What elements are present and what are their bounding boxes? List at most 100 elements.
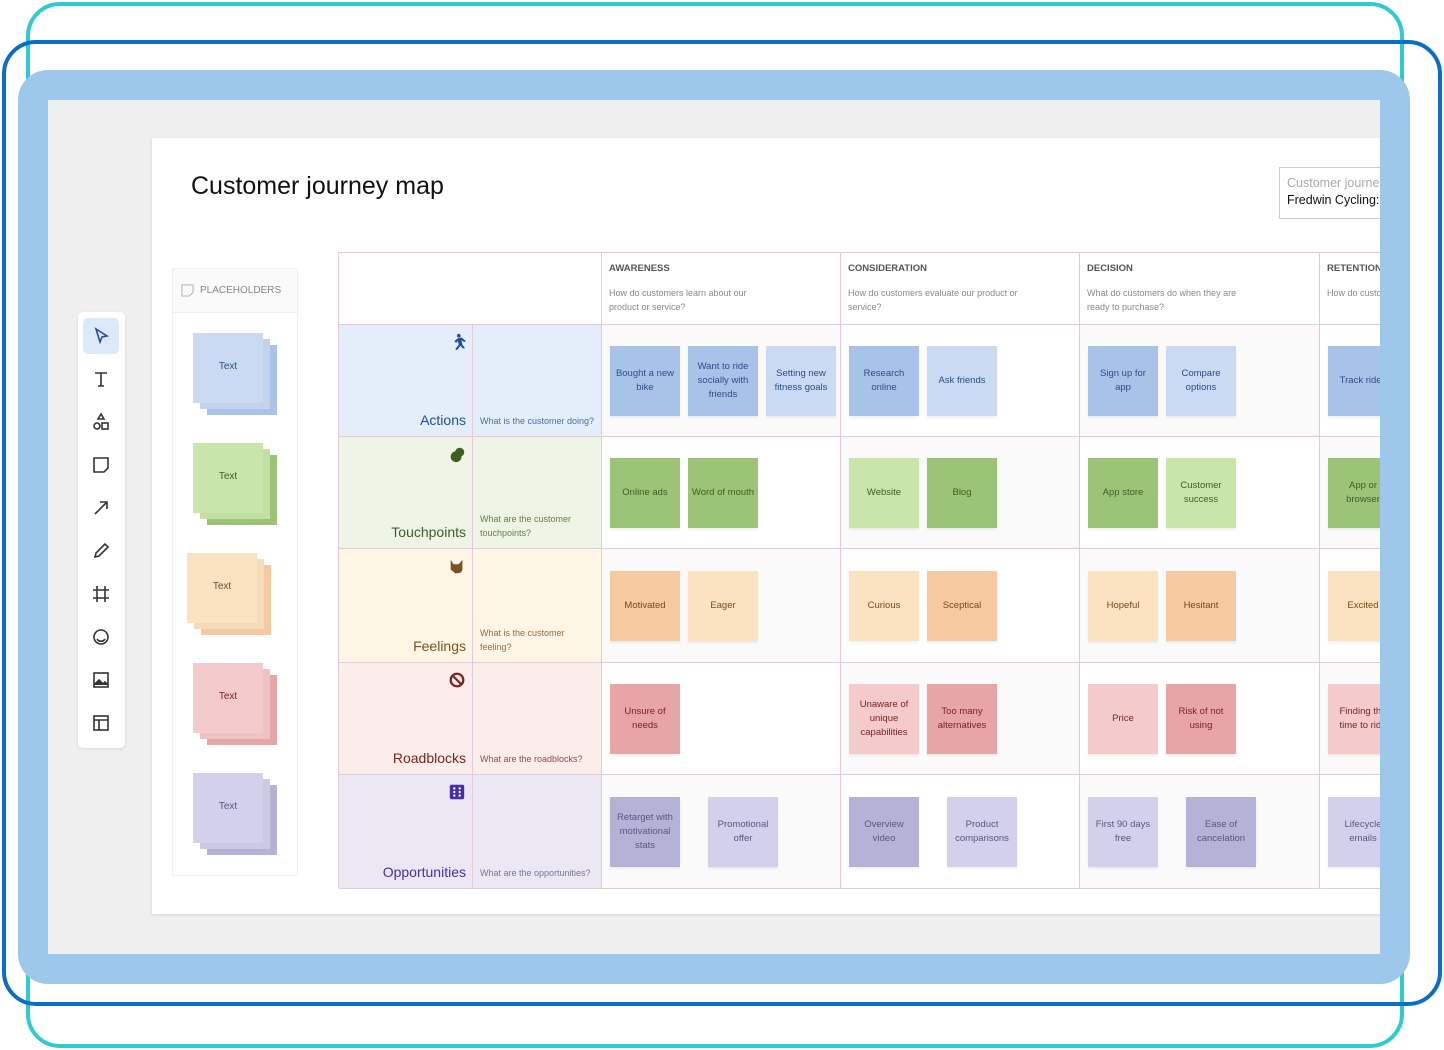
sticky-note[interactable]: App or browser [1328,457,1380,528]
placeholder-sticky[interactable]: Text [193,663,277,753]
text-icon [95,372,107,387]
sticky-note[interactable]: Research online [849,345,919,416]
row-label: Feelings [413,638,466,654]
placeholder-text: Text [218,361,238,372]
sticky-note[interactable]: Price [1088,683,1158,754]
journey-map-board[interactable]: Customer journey map Customer journe Fre… [152,138,1380,914]
row-question-cell: What are the customer touchpoints? [473,437,602,549]
row-label: Touchpoints [391,524,466,540]
placeholder-text: Text [218,471,238,482]
sticker-icon [93,629,109,645]
shapes-tool[interactable] [83,404,119,440]
stage-cell: App or browser [1320,437,1380,549]
sticky-note[interactable]: Customer success [1166,457,1236,528]
sticky-note[interactable]: Compare options [1166,345,1236,416]
placeholder-sticky[interactable]: Text [187,553,271,643]
sticky-note[interactable]: Sceptical [927,570,997,641]
stage-title: RETENTION [1327,263,1380,274]
sticky-note[interactable]: Unsure of needs [610,683,680,754]
sticky-note[interactable]: Motivated [610,570,680,641]
sticky-note[interactable]: Finding the time to ride [1328,683,1380,754]
row-question-cell: What are the opportunities? [473,775,602,889]
template-icon [93,715,109,731]
sticky-note[interactable]: Hopeful [1088,570,1158,641]
stage-title: AWARENESS [609,263,670,274]
stage-cell: Overview video Product comparisons [841,775,1080,889]
stage-cell: Finding the time to ride [1320,663,1380,775]
sticky-note[interactable]: Product comparisons [947,796,1017,867]
stage-title: DECISION [1087,263,1133,274]
info-line-1: Customer journe [1287,176,1380,190]
stage-cell: Unaware of unique capabilities Too many a… [841,663,1080,775]
stage-cell: Unsure of needs [602,663,841,775]
row-question: What is the customer doing? [480,416,595,426]
placeholder-sticky[interactable]: Text [193,443,277,533]
text-tool[interactable] [83,361,119,397]
sticky-note[interactable]: Sign up for app [1088,345,1158,416]
template-tool[interactable] [83,705,119,741]
sticky-note[interactable]: Too many alternatives [927,683,997,754]
placeholders-panel: PLACEHOLDERS Text Text Text Text Text [172,268,298,876]
prohibited-icon [449,672,465,688]
sticky-note[interactable]: App store [1088,457,1158,528]
sticky-note[interactable]: Hesitant [1166,570,1236,641]
frame-tool[interactable] [83,576,119,612]
arrow-icon [94,501,108,515]
sticky-note[interactable]: Risk of not using [1166,683,1236,754]
stage-cell: App store Customer success [1080,437,1320,549]
stage-question: How do customers [1327,288,1380,298]
info-box[interactable]: Customer journe Fredwin Cycling: [1279,167,1380,219]
stage-header: DECISION What do customers do when they a… [1080,253,1320,325]
sticky-note[interactable]: Online ads [610,457,680,528]
arrow-tool[interactable] [83,490,119,526]
sticker-tool[interactable] [83,619,119,655]
row-question: What are the opportunities? [480,868,591,878]
sticky-note[interactable]: Unaware of unique capabilities [849,683,919,754]
sticky-note[interactable]: Promotional offer [708,796,778,867]
placeholder-sticky[interactable]: Text [193,333,277,423]
image-tool[interactable] [83,662,119,698]
stage-cell: Research online Ask friends [841,325,1080,437]
stage-cell: Lifecycle emails [1320,775,1380,889]
sticky-note-tool[interactable] [83,447,119,483]
sticky-note[interactable]: Curious [849,570,919,641]
sticky-note[interactable]: Ease of cancelation [1186,796,1256,867]
selection-frame [2,40,1442,1006]
sticky-note[interactable]: Word of mouth [688,457,758,528]
stage-header: AWARENESS How do customers learn about ou… [602,253,841,325]
sticky-note[interactable]: Website [849,457,919,528]
sticky-note[interactable]: Overview video [849,796,919,867]
stage-cell: Hopeful Hesitant [1080,549,1320,663]
placeholders-title: PLACEHOLDERS [200,285,282,296]
select-tool[interactable] [83,318,119,354]
stage-title: CONSIDERATION [848,263,927,274]
sticky-note[interactable]: Excited [1328,570,1380,641]
shapes-icon [93,412,109,430]
frame-icon [93,586,109,602]
pen-icon [93,542,110,559]
tool-palette [78,312,125,748]
sticky-note[interactable]: Eager [688,570,758,641]
row-label: Roadblocks [392,750,466,766]
whiteboard-canvas[interactable]: Customer journey map Customer journe Fre… [48,100,1380,954]
sticky-note[interactable]: Lifecycle emails [1328,796,1380,867]
sticky-note[interactable]: Ask friends [927,345,997,416]
row-label: Actions [420,412,466,428]
sticky-note[interactable]: First 90 days free [1088,796,1158,867]
sticky-note[interactable]: Retarget with motivational stats [610,796,680,867]
clapping-hands-icon [450,447,465,463]
stage-header: CONSIDERATION How do customers evaluate o… [841,253,1080,325]
pen-tool[interactable] [83,533,119,569]
sticky-note[interactable]: Setting new fitness goals [766,345,836,416]
row-header: Actions [339,325,473,437]
sticky-note[interactable]: Want to ride socially with friends [688,345,758,416]
placeholder-sticky[interactable]: Text [193,773,277,863]
stage-cell: First 90 days free Ease of cancelation [1080,775,1320,889]
stage-cell: Website Blog [841,437,1080,549]
placeholder-text: Text [218,801,238,812]
sticky-note[interactable]: Bought a new bike [610,345,680,416]
journey-grid: AWARENESS How do customers learn about ou… [338,252,1380,889]
sticky-note[interactable]: Blog [927,457,997,528]
